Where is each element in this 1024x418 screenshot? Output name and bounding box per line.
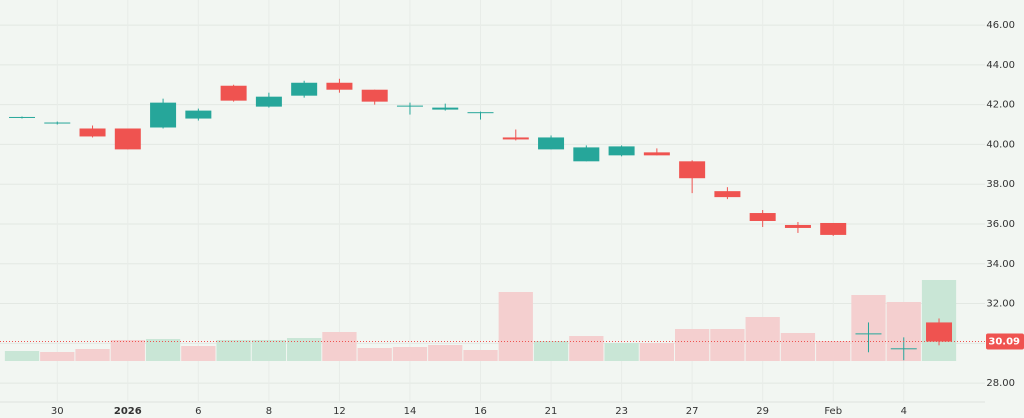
candle-body: [926, 322, 953, 342]
candle-body: [608, 146, 635, 156]
candle-body: [9, 116, 35, 118]
candle-body: [396, 105, 423, 107]
volume-bar: [287, 338, 322, 361]
volume-bar: [569, 336, 604, 361]
volume-bar: [4, 351, 40, 361]
candle-body: [361, 89, 388, 102]
last-price-label: 30.09: [988, 337, 1020, 348]
y-tick-label: 38.00: [986, 179, 1015, 190]
volume-bar: [498, 292, 533, 361]
y-tick-label: 34.00: [986, 259, 1015, 270]
candle-body: [432, 107, 459, 110]
y-tick-label: 44.00: [986, 60, 1015, 71]
y-tick-label: 28.00: [986, 378, 1015, 389]
volume-bar: [428, 345, 463, 361]
candle-body: [679, 161, 706, 179]
x-tick-label: Feb: [824, 406, 842, 417]
volume-bar: [110, 340, 145, 361]
x-tick-label: 6: [195, 406, 201, 417]
x-tick-label: 2026: [114, 406, 142, 417]
x-tick-label: 23: [615, 406, 628, 417]
volume-bar: [392, 347, 428, 361]
x-tick-label: 12: [333, 406, 346, 417]
volume-bar: [604, 343, 639, 361]
y-tick-label: 42.00: [986, 100, 1015, 111]
volume-bar: [216, 340, 251, 361]
candle-body: [79, 128, 106, 137]
y-tick-label: 46.00: [986, 20, 1015, 31]
volume-bar: [40, 352, 75, 361]
x-tick-label: 16: [474, 406, 487, 417]
candle-body: [291, 82, 318, 96]
volume-bar: [181, 346, 216, 361]
x-tick-label: 30: [51, 406, 64, 417]
candle-body: [255, 96, 282, 107]
candle-body: [220, 85, 247, 101]
y-tick-label: 36.00: [986, 219, 1015, 230]
candle-body: [150, 102, 177, 128]
volume-bar: [357, 348, 392, 361]
volume-bar: [75, 349, 110, 361]
volume-bar: [145, 339, 181, 361]
volume-bar: [674, 329, 710, 361]
candle-body: [714, 191, 741, 198]
y-tick-label: 40.00: [986, 139, 1015, 150]
volume-bar: [322, 332, 357, 361]
candle-body: [749, 213, 776, 221]
volume-bar: [780, 333, 816, 361]
candle-body: [890, 348, 917, 350]
volume-bar: [463, 350, 498, 361]
volume-bar: [639, 343, 674, 361]
candle-body: [502, 137, 529, 140]
volume-bar: [745, 317, 780, 361]
x-tick-label: 29: [756, 406, 769, 417]
candle-body: [643, 152, 670, 156]
x-tick-label: 21: [545, 406, 558, 417]
volume-bar: [533, 341, 569, 361]
candle-body: [326, 82, 353, 90]
candle-body: [573, 147, 600, 162]
y-tick-label: 32.00: [986, 299, 1015, 310]
candle-body: [820, 222, 847, 235]
candle-body: [114, 128, 141, 150]
x-tick-label: 27: [686, 406, 699, 417]
x-tick-label: 4: [901, 406, 907, 417]
candle-body: [44, 122, 71, 124]
candle-body: [467, 112, 494, 114]
volume-bar: [710, 329, 745, 361]
last-price-box: [986, 333, 1024, 350]
x-tick-label: 8: [266, 406, 272, 417]
candle-body: [185, 110, 212, 119]
candle-body: [538, 137, 565, 150]
volume-bar: [816, 341, 851, 361]
x-tick-label: 14: [404, 406, 417, 417]
candle-body: [855, 333, 882, 335]
candle-body: [784, 224, 811, 228]
volume-bar: [251, 340, 287, 361]
